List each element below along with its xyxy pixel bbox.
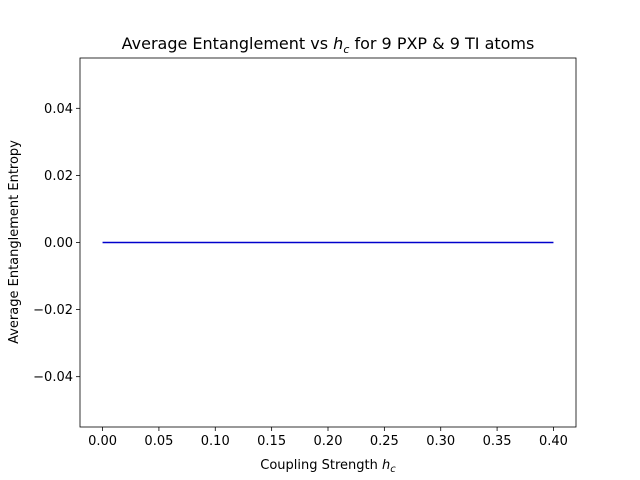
x-tick-label: 0.35 [483, 434, 512, 449]
x-tick-label: 0.00 [88, 434, 117, 449]
y-tick-label: 0.02 [44, 169, 73, 184]
x-tick-label: 0.05 [144, 434, 173, 449]
x-tick-label: 0.40 [539, 434, 568, 449]
x-tick-label: 0.25 [370, 434, 399, 449]
x-axis-label: Coupling Strength hc [260, 458, 396, 475]
y-tick-label: −0.04 [33, 370, 73, 385]
x-tick-label: 0.30 [426, 434, 455, 449]
y-tick-label: 0.00 [44, 236, 73, 251]
x-tick-label: 0.20 [314, 434, 343, 449]
y-axis-label: Average Entanglement Entropy [7, 140, 22, 344]
x-tick-label: 0.15 [257, 434, 286, 449]
y-tick-label: −0.02 [33, 303, 73, 318]
chart-title: Average Entanglement vs hc for 9 PXP & 9… [122, 34, 535, 56]
plot-area: 0.00 0.05 0.10 0.15 0.20 0.25 0.30 0.35 0.40 −0.0… [33, 57, 577, 449]
y-tick-label: 0.04 [44, 102, 73, 117]
x-tick-label: 0.10 [201, 434, 230, 449]
